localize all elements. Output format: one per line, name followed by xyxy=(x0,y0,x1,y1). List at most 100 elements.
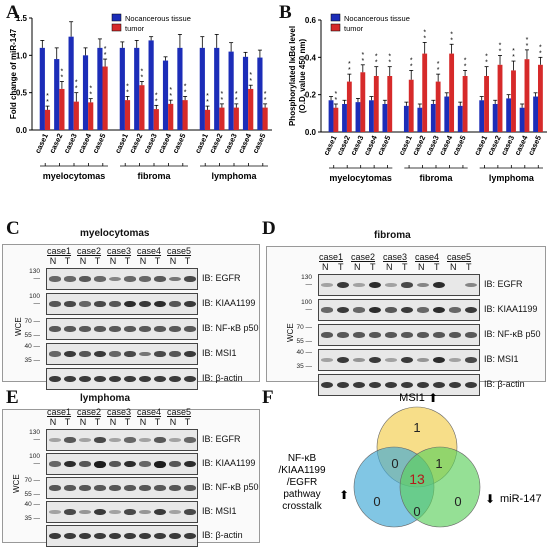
mw-marker: 70 — xyxy=(24,477,40,484)
blot-label: IB: β-actin xyxy=(484,379,525,389)
bar-normal xyxy=(533,96,538,132)
significance-star: * xyxy=(512,48,515,55)
bar-normal xyxy=(177,47,183,130)
bar-normal xyxy=(134,47,140,130)
case-label: case3 xyxy=(107,246,132,256)
blot-band xyxy=(183,300,196,308)
blot-band xyxy=(320,332,334,338)
blot-band xyxy=(336,381,350,389)
blot-band xyxy=(123,509,136,515)
blot-band xyxy=(78,509,91,515)
group-label: fibroma xyxy=(419,173,453,183)
wce-label: WCE xyxy=(14,317,23,336)
blot-band xyxy=(108,532,121,540)
lane-label-t: T xyxy=(184,417,191,427)
blot-band xyxy=(368,281,382,289)
bar-normal xyxy=(506,98,512,132)
blot-band xyxy=(48,438,61,442)
blot-band xyxy=(183,375,196,383)
group-label: fibroma xyxy=(137,171,171,181)
venn-region-msi1-only: 1 xyxy=(413,420,420,435)
blot-band xyxy=(153,326,166,332)
bar-tumor xyxy=(88,102,94,130)
blot-band xyxy=(123,437,136,443)
blot-band xyxy=(153,532,166,540)
blot-band xyxy=(168,532,181,540)
mw-marker: 100 — xyxy=(29,293,40,307)
significance-star: * xyxy=(526,43,529,50)
blot-band xyxy=(336,332,350,338)
blot-band xyxy=(48,326,61,332)
blot-band xyxy=(138,509,151,515)
blot-band xyxy=(93,532,106,540)
bar-normal xyxy=(342,104,347,132)
blot-band xyxy=(93,375,106,383)
blot-band xyxy=(400,356,414,364)
lane-label-t: T xyxy=(434,262,440,272)
significance-star: * xyxy=(169,87,172,94)
bar-tumor xyxy=(346,81,352,132)
x-tick-label: case5 xyxy=(251,132,268,155)
lane-label-t: T xyxy=(184,256,191,266)
lane-label-n: N xyxy=(322,262,329,272)
blot-band xyxy=(108,438,121,442)
blot-band xyxy=(464,332,478,338)
significance-star: * xyxy=(361,58,364,65)
blot-band xyxy=(48,276,61,282)
blot-band xyxy=(168,276,181,282)
lane-label-n: N xyxy=(49,417,57,427)
up-arrow-icon: ⬆ xyxy=(339,488,349,502)
bar-normal xyxy=(382,104,388,132)
blot-band xyxy=(464,381,478,389)
significance-star: * xyxy=(89,92,92,99)
bar-tumor xyxy=(422,53,428,132)
bar-normal xyxy=(82,55,89,131)
blot-strip xyxy=(318,374,480,396)
blot-band xyxy=(168,438,181,442)
blot-band xyxy=(93,485,106,491)
significance-star: * xyxy=(423,29,426,36)
bar-normal xyxy=(162,60,169,131)
blot-band xyxy=(138,300,151,308)
bar-tumor xyxy=(511,70,516,132)
significance-star: * xyxy=(348,61,351,68)
down-arrow-icon: ⬇ xyxy=(485,492,495,506)
blot-band xyxy=(108,326,121,332)
x-tick-label: case5 xyxy=(171,132,188,155)
blot-band xyxy=(336,281,350,289)
blot-band xyxy=(153,300,166,308)
chart-b-ikba: 0.0 0.2 0.4 0.6 Phosphorylated IκBα level (O.… xyxy=(288,13,547,183)
bar-tumor xyxy=(524,59,530,133)
significance-star: * xyxy=(126,89,129,96)
panel-letter-d: D xyxy=(262,218,276,239)
bar-tumor xyxy=(248,88,254,130)
blot-band xyxy=(400,282,414,288)
blot-band xyxy=(183,460,196,468)
wce-label: WCE xyxy=(286,323,295,342)
significance-star: * xyxy=(485,54,488,61)
blot-band xyxy=(123,460,136,468)
blot-band xyxy=(384,283,398,287)
blot-band xyxy=(63,532,76,540)
blot-band xyxy=(168,485,181,491)
significance-star: * xyxy=(264,91,267,98)
blot-band xyxy=(320,283,334,287)
blot-band xyxy=(183,532,196,540)
blot-band xyxy=(384,332,398,338)
panel-letter-e: E xyxy=(6,387,19,408)
bar-tumor xyxy=(373,76,379,132)
venn-label-nfkb: pathway xyxy=(283,489,320,500)
bar-tumor xyxy=(124,100,131,130)
blot-band xyxy=(368,381,382,389)
significance-star: * xyxy=(410,63,413,70)
significance-star: * xyxy=(141,74,144,81)
bar-tumor xyxy=(168,103,174,130)
blot-band xyxy=(384,307,398,313)
blot-band xyxy=(183,509,196,515)
blot-band xyxy=(138,461,151,467)
legend-label: tumor xyxy=(344,24,364,33)
blot-strip xyxy=(46,368,198,390)
blot-band xyxy=(416,332,430,338)
significance-star: * xyxy=(61,74,64,81)
